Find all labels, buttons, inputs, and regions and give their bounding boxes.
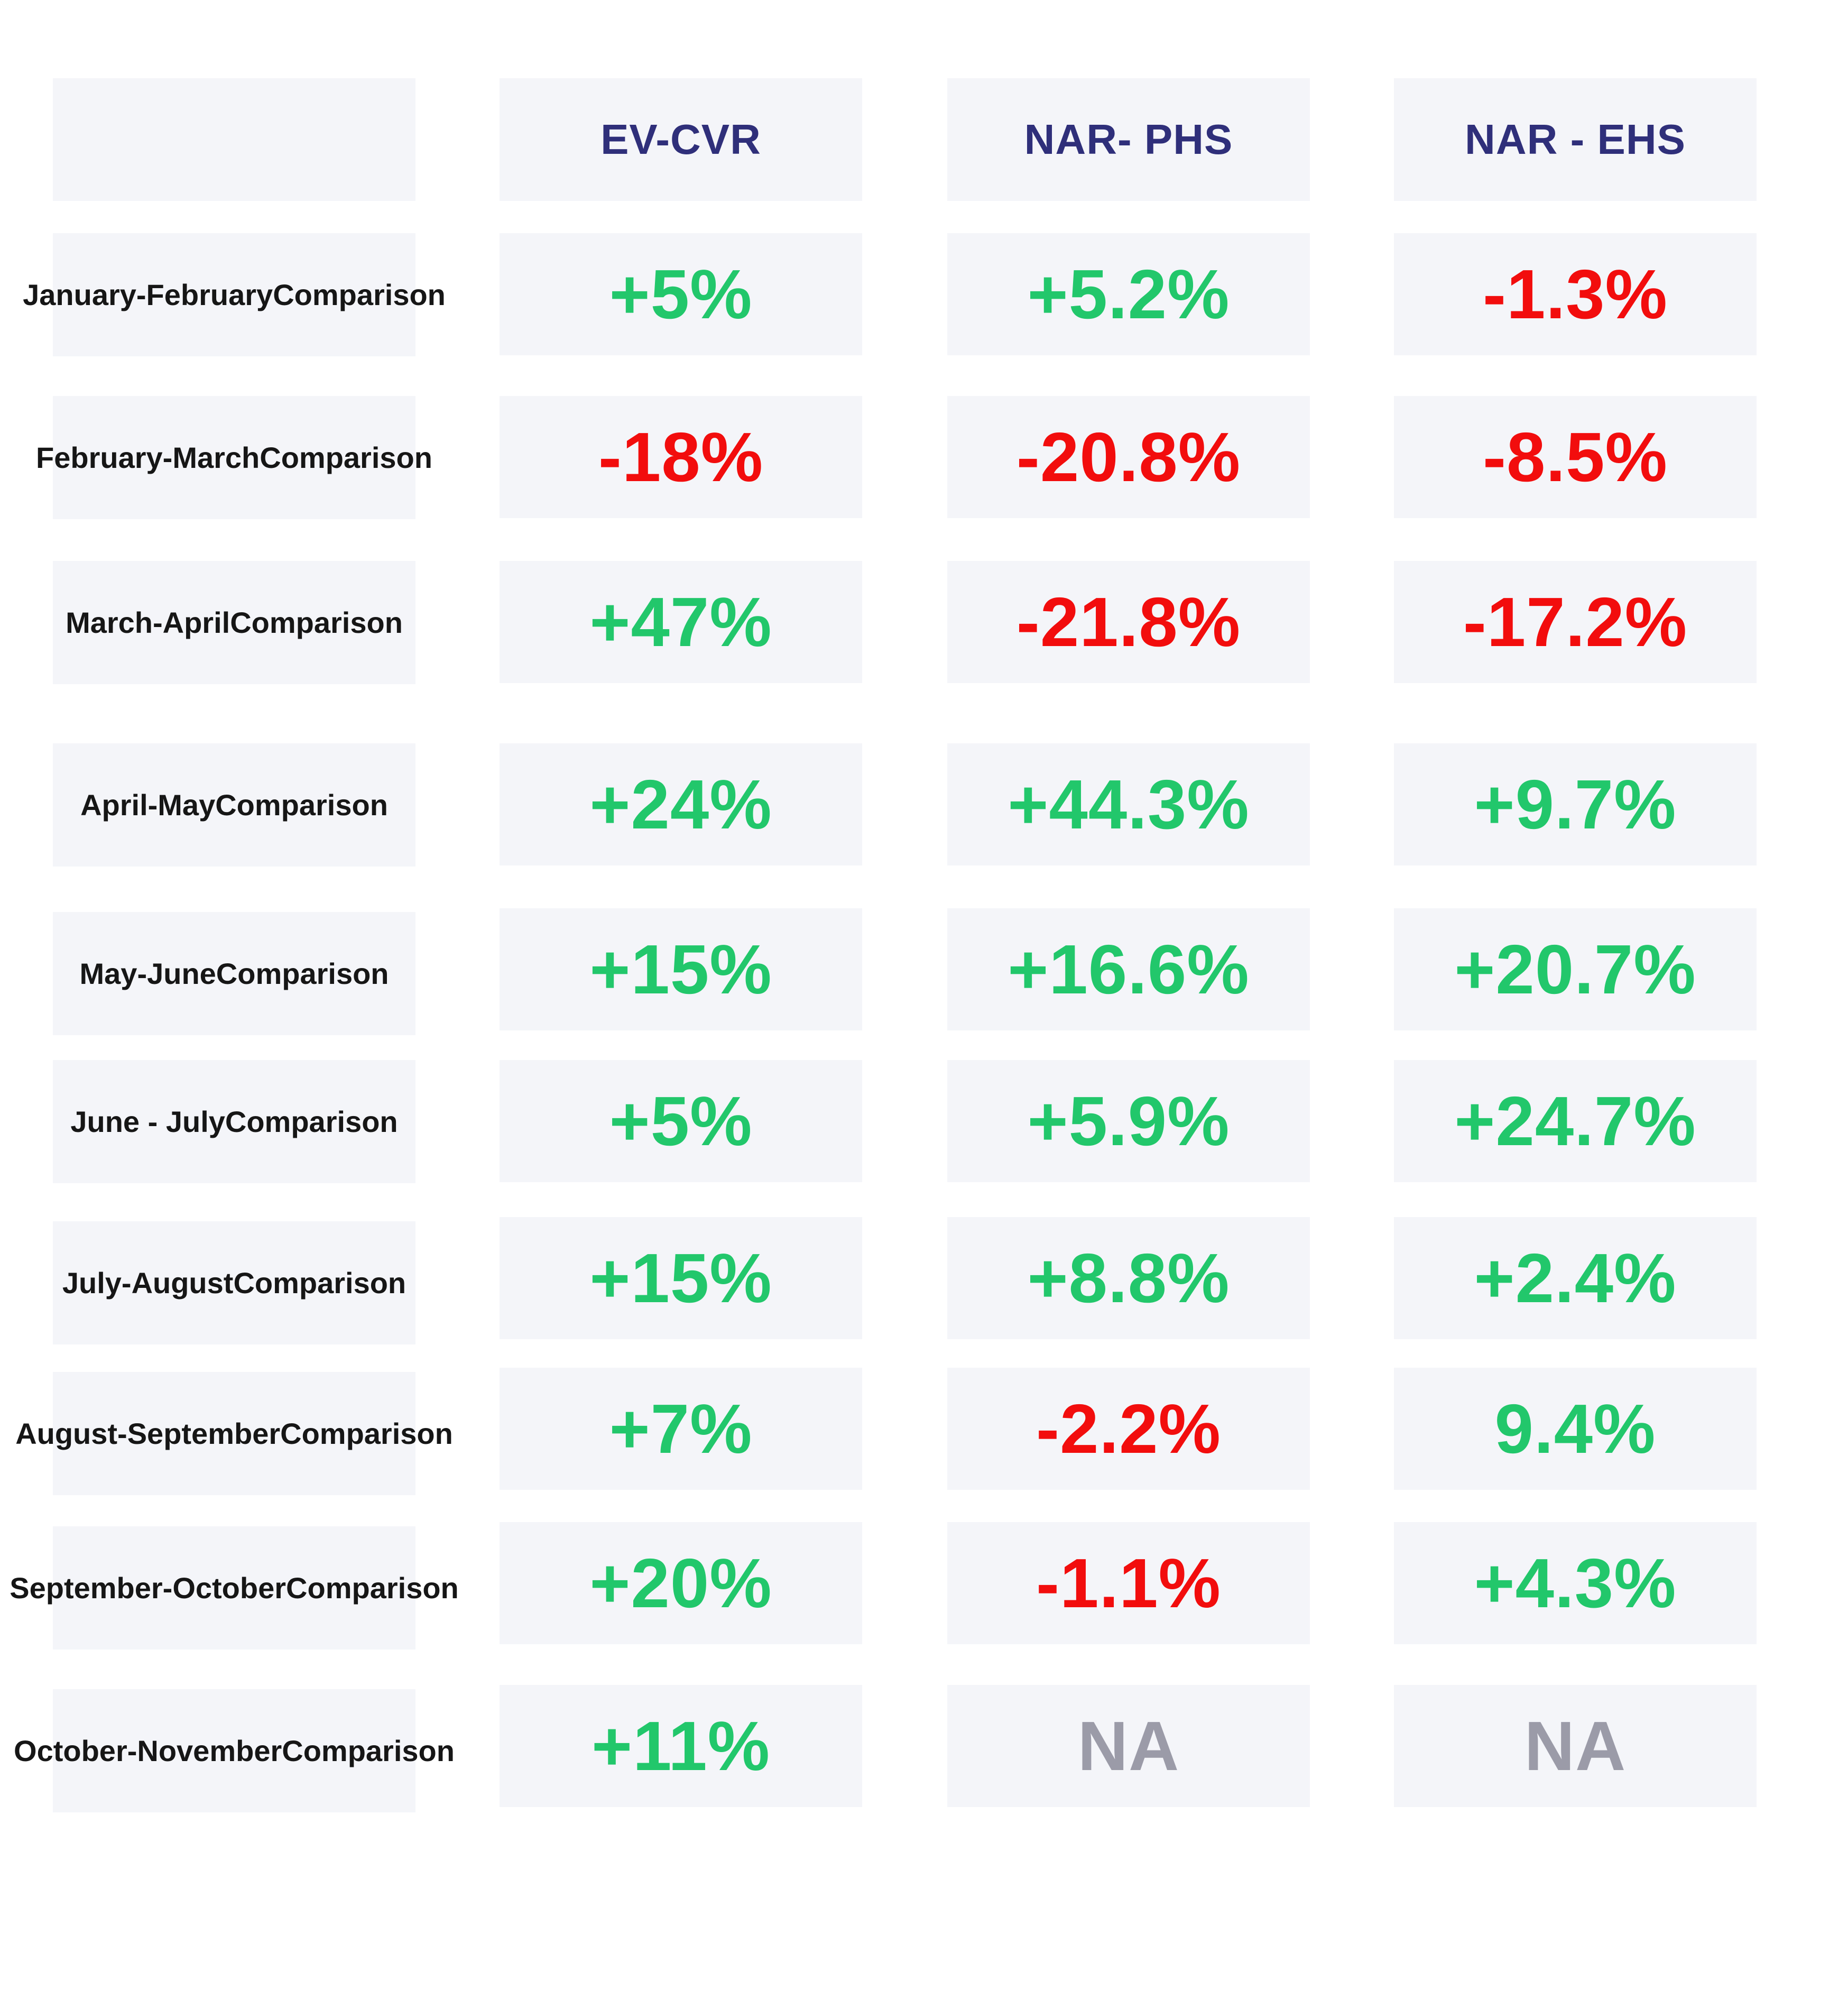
value-cell: 9.4% [1394, 1368, 1757, 1490]
row-label: February-March Comparison [36, 396, 432, 519]
value-cell: +4.3% [1394, 1522, 1757, 1644]
value-cell: +44.3% [947, 743, 1310, 865]
value-cell: +15% [500, 1217, 862, 1339]
value-cell: NA [1394, 1685, 1757, 1807]
row-label-line: August-September [15, 1416, 281, 1450]
value-cell: +5% [500, 233, 862, 355]
row-label-line: September-October [10, 1571, 287, 1605]
row-label: October-November Comparison [14, 1689, 455, 1812]
row-label-line: Comparison [216, 956, 389, 990]
column-header-nar-phs: NAR- PHS [947, 78, 1310, 201]
row-label-line: Comparison [233, 1266, 406, 1300]
value-cell: -20.8% [947, 396, 1310, 518]
row-label: June - July Comparison [53, 1060, 415, 1183]
column-header-nar-ehs: NAR - EHS [1394, 78, 1757, 201]
row-label-line: October-November [14, 1734, 282, 1767]
row-label-line: March-April [66, 605, 230, 639]
value-cell: -1.3% [1394, 233, 1757, 355]
row-label-line: Comparison [273, 278, 446, 311]
value-cell: +5.2% [947, 233, 1310, 355]
row-label-line: April-May [80, 788, 216, 822]
column-header-ev-cvr: EV-CVR [500, 78, 862, 201]
row-label: April-May Comparison [53, 743, 415, 867]
row-label-line: Comparison [260, 440, 432, 474]
row-label-line: Comparison [282, 1734, 455, 1767]
row-label: September-October Comparison [10, 1526, 459, 1650]
row-label-line: Comparison [225, 1104, 398, 1138]
row-label-line: February-March [36, 440, 260, 474]
value-cell: +11% [500, 1685, 862, 1807]
row-label-line: January-February [23, 278, 273, 311]
header-corner-cell [53, 78, 415, 201]
row-label-line: Comparison [286, 1571, 459, 1605]
row-label-line: Comparison [280, 1416, 453, 1450]
value-cell: -21.8% [947, 561, 1310, 683]
row-label-line: Comparison [215, 788, 388, 822]
value-cell: +8.8% [947, 1217, 1310, 1339]
value-cell: +16.6% [947, 908, 1310, 1030]
row-label: January-February Comparison [23, 233, 446, 356]
value-cell: +7% [500, 1368, 862, 1490]
value-cell: +5% [500, 1060, 862, 1182]
value-cell: NA [947, 1685, 1310, 1807]
row-label-line: July-August [62, 1266, 234, 1300]
row-label: March-April Comparison [53, 561, 415, 684]
value-cell: +2.4% [1394, 1217, 1757, 1339]
row-label-line: May-June [79, 956, 216, 990]
value-cell: -1.1% [947, 1522, 1310, 1644]
row-label-line: June - July [70, 1104, 225, 1138]
row-label-line: Comparison [230, 605, 403, 639]
value-cell: +15% [500, 908, 862, 1030]
value-cell: +20.7% [1394, 908, 1757, 1030]
row-label: August-September Comparison [15, 1372, 453, 1495]
value-cell: -2.2% [947, 1368, 1310, 1490]
row-label: July-August Comparison [53, 1221, 415, 1344]
value-cell: -18% [500, 396, 862, 518]
value-cell: +9.7% [1394, 743, 1757, 865]
value-cell: +24% [500, 743, 862, 865]
value-cell: +24.7% [1394, 1060, 1757, 1182]
value-cell: +20% [500, 1522, 862, 1644]
value-cell: +47% [500, 561, 862, 683]
row-label: May-June Comparison [53, 912, 415, 1035]
value-cell: -8.5% [1394, 396, 1757, 518]
value-cell: -17.2% [1394, 561, 1757, 683]
value-cell: +5.9% [947, 1060, 1310, 1182]
